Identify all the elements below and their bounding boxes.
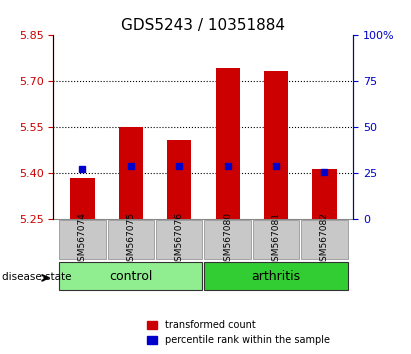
Text: GSM567082: GSM567082 bbox=[320, 212, 329, 267]
Legend: transformed count, percentile rank within the sample: transformed count, percentile rank withi… bbox=[143, 316, 333, 349]
FancyBboxPatch shape bbox=[59, 262, 203, 290]
FancyBboxPatch shape bbox=[253, 220, 299, 259]
FancyBboxPatch shape bbox=[59, 220, 106, 259]
Bar bbox=[70, 178, 95, 219]
FancyBboxPatch shape bbox=[204, 220, 251, 259]
Text: GSM567075: GSM567075 bbox=[126, 212, 135, 267]
Bar bbox=[312, 169, 337, 219]
FancyBboxPatch shape bbox=[301, 220, 348, 259]
Text: GSM567081: GSM567081 bbox=[272, 212, 281, 267]
Text: GSM567076: GSM567076 bbox=[175, 212, 184, 267]
Text: GSM567080: GSM567080 bbox=[223, 212, 232, 267]
Text: control: control bbox=[109, 270, 152, 282]
Bar bbox=[119, 126, 143, 219]
Bar bbox=[264, 71, 288, 219]
FancyBboxPatch shape bbox=[156, 220, 203, 259]
FancyBboxPatch shape bbox=[204, 262, 348, 290]
Bar bbox=[167, 140, 192, 219]
Bar bbox=[215, 68, 240, 219]
FancyBboxPatch shape bbox=[108, 220, 154, 259]
Text: disease state: disease state bbox=[2, 272, 72, 282]
Title: GDS5243 / 10351884: GDS5243 / 10351884 bbox=[121, 18, 286, 33]
Text: GSM567074: GSM567074 bbox=[78, 212, 87, 267]
Text: arthritis: arthritis bbox=[252, 270, 300, 282]
